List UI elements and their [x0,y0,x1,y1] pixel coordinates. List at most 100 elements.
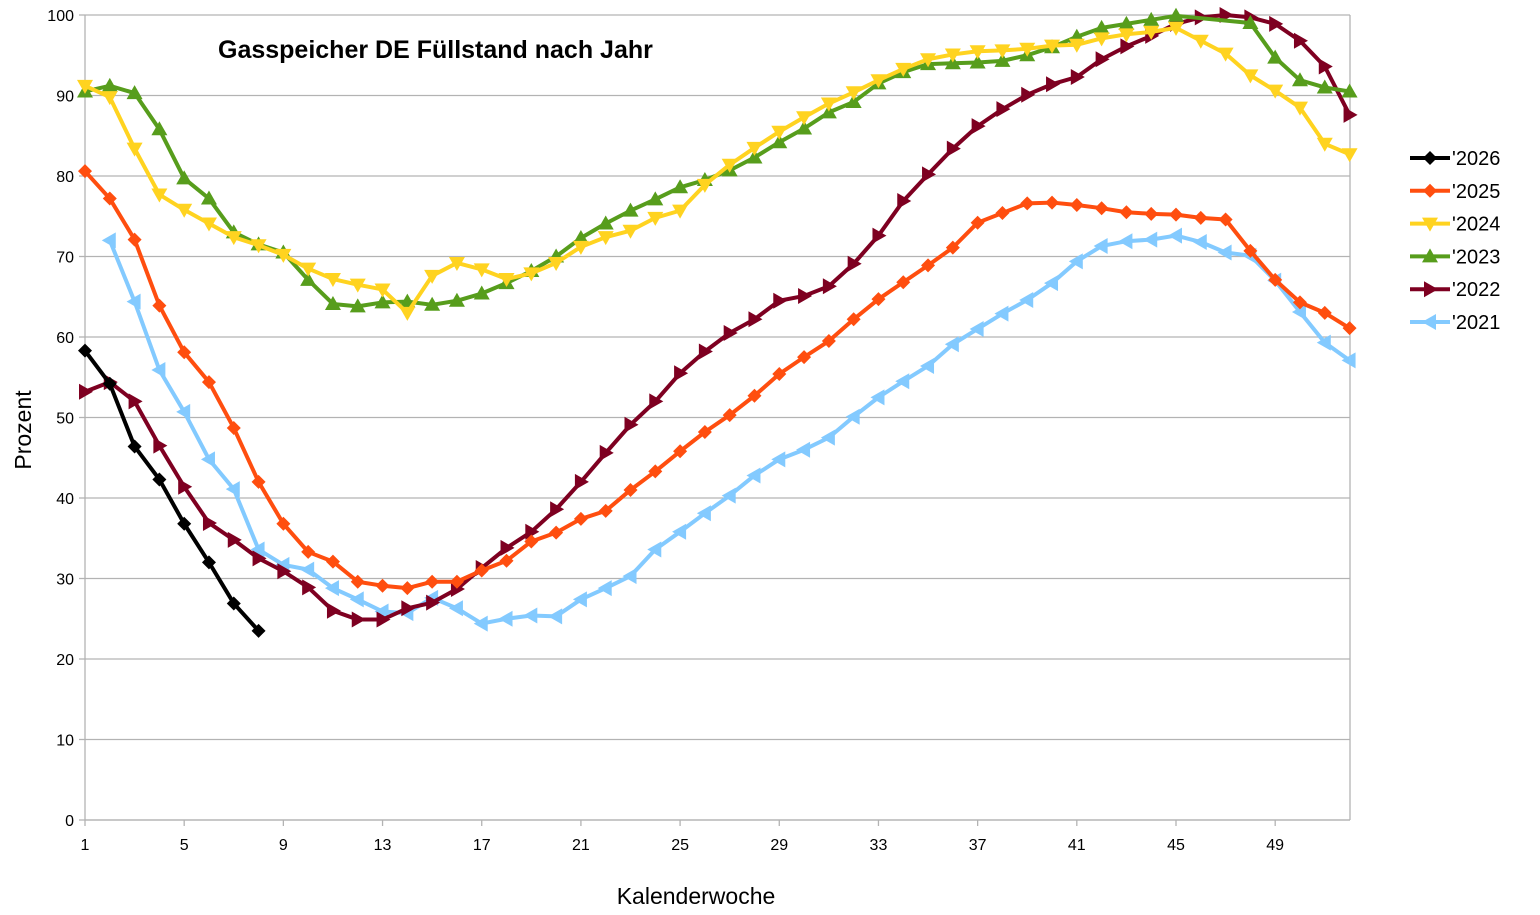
data-point [1068,38,1085,53]
data-point [277,563,292,580]
data-point [351,611,366,628]
data-point [251,474,266,489]
data-point [1242,15,1259,30]
data-point [200,217,217,232]
data-point [622,568,637,585]
data-point [1168,7,1184,22]
data-point [200,190,217,205]
legend-marker [1422,248,1438,263]
data-point [524,534,539,549]
data-point [152,298,167,313]
data-point [1267,84,1284,99]
data-point [896,275,911,290]
data-point [1019,42,1036,57]
data-point [969,45,986,60]
data-point [1095,51,1110,68]
legend-item: '2025 [1410,181,1500,203]
data-point [176,170,193,185]
data-point [946,140,961,157]
data-point [994,44,1011,59]
data-point [425,574,440,589]
data-point [1193,210,1208,225]
data-point [1316,334,1331,351]
data-point [920,53,937,68]
data-point [448,600,463,617]
data-point [995,206,1010,221]
series-2026 [78,343,266,638]
y-tick-label: 70 [56,250,74,267]
data-point [1021,86,1036,103]
data-point [78,343,92,358]
data-point [797,350,812,365]
chart-title: Gasspeicher DE Füllstand nach Jahr [218,36,653,64]
data-point [1044,275,1059,292]
data-point [349,591,364,608]
data-point [747,388,762,403]
data-point [1120,38,1135,55]
legend-label: '2022 [1452,279,1500,301]
data-point [1243,243,1258,258]
x-tick-label: 29 [770,837,788,854]
data-point [78,164,92,179]
data-point [649,393,664,410]
data-point [350,574,365,589]
data-point [177,345,192,360]
data-point [1093,238,1108,255]
data-point [672,179,689,194]
data-point [448,256,465,271]
legend-item: '2026 [1410,148,1500,170]
data-point [101,91,118,106]
data-point [1045,195,1060,210]
data-point [473,615,488,632]
series-2022 [79,7,1358,628]
series-group [77,7,1358,638]
data-point [300,262,317,277]
data-point [151,362,166,379]
data-point [1242,69,1259,84]
data-point [525,523,540,540]
data-point [1168,227,1182,244]
y-tick-label: 20 [56,652,74,669]
data-point [1143,11,1160,26]
y-tick-label: 90 [56,89,74,106]
series-line [84,13,1352,622]
y-tick-label: 40 [56,491,74,508]
data-point [1341,352,1356,369]
data-point [102,191,117,206]
series-line [83,169,1351,591]
data-point [1093,32,1110,47]
data-point [721,487,736,504]
series-line [107,233,1351,626]
x-tick-label: 33 [870,837,888,854]
data-point [994,305,1009,322]
data-point [820,429,835,446]
data-point [822,278,837,295]
data-point [126,142,143,157]
data-point [126,293,141,310]
data-point [376,611,391,628]
data-point [1217,47,1234,62]
data-point [572,591,587,608]
data-point [1341,148,1358,163]
data-point [1192,234,1207,251]
data-point [1218,212,1233,227]
data-point [1143,231,1158,248]
x-tick-label: 17 [473,837,491,854]
data-point [1044,39,1061,54]
data-point [225,481,240,498]
data-point [647,191,664,206]
data-point [623,482,638,497]
data-point [698,343,713,360]
y-tick-label: 100 [47,8,74,25]
data-point [970,215,985,230]
data-point [127,439,142,454]
y-tick-label: 10 [56,733,74,750]
data-point [1144,206,1159,221]
data-point [597,231,614,246]
data-point [597,215,614,230]
data-point [250,541,265,558]
data-point [624,416,639,433]
data-point [201,375,216,390]
data-point [449,574,464,589]
